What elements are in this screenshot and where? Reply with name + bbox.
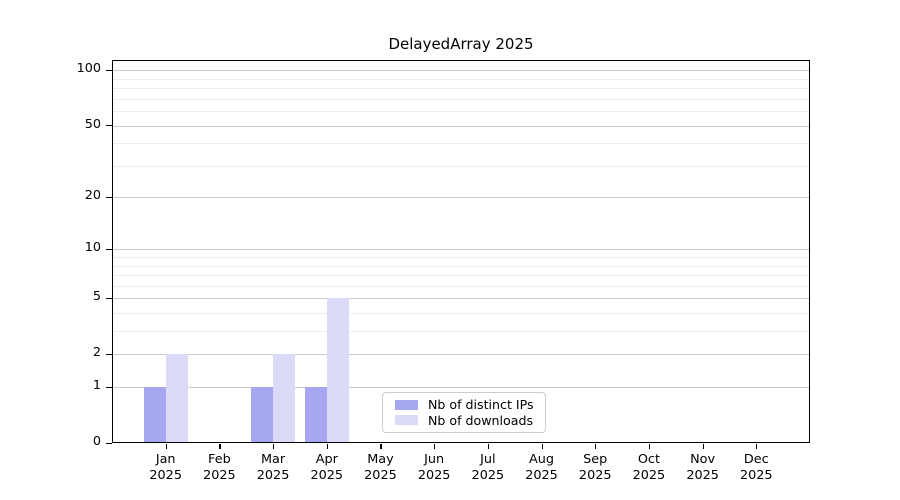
legend-swatch-downloads [395, 415, 418, 426]
x-tick-mark [273, 444, 275, 449]
y-tick-label: 0 [92, 434, 101, 449]
y-tick-mark [106, 125, 112, 127]
minor-gridline [112, 257, 810, 259]
x-tick-label: Mar 2025 [256, 452, 290, 483]
x-tick-label: Apr 2025 [310, 452, 344, 483]
x-tick-label: Jul 2025 [471, 452, 505, 483]
y-tick-label: 10 [84, 240, 101, 256]
x-tick-mark [702, 444, 704, 449]
legend-label: Nb of downloads [428, 412, 534, 428]
y-tick-mark [106, 248, 112, 251]
x-tick-mark [165, 444, 167, 449]
x-tick-mark [219, 444, 221, 449]
bar-distinct-ips-jan [143, 387, 166, 443]
bar-distinct-ips-mar [251, 387, 274, 443]
x-tick-mark [487, 444, 490, 449]
x-tick-label: Sep 2025 [578, 452, 612, 483]
x-tick-label: Jan 2025 [149, 452, 182, 483]
minor-gridline [112, 111, 810, 113]
major-gridline [112, 249, 810, 251]
minor-gridline [112, 331, 810, 333]
bar-downloads-mar [273, 354, 296, 443]
minor-gridline [112, 265, 810, 267]
major-gridline [112, 70, 810, 72]
x-tick-mark [595, 444, 597, 449]
major-gridline [112, 125, 810, 127]
y-tick-mark [106, 297, 112, 300]
x-tick-label: Feb 2025 [203, 452, 236, 483]
minor-gridline [112, 78, 810, 80]
x-tick-mark [326, 444, 328, 449]
legend-swatch-distinct-ips [395, 399, 418, 410]
y-tick-mark [106, 386, 112, 388]
minor-gridline [112, 165, 810, 167]
legend-label: Nb of distinct IPs [428, 397, 534, 413]
major-gridline [112, 298, 810, 300]
x-tick-label: Aug 2025 [525, 452, 558, 483]
x-tick-label: Oct 2025 [632, 452, 666, 483]
legend-entry: Nb of downloads [395, 413, 539, 429]
y-tick-label: 1 [92, 378, 101, 394]
minor-gridline [112, 275, 810, 277]
legend: Nb of distinct IPs Nb of downloads [382, 392, 546, 433]
x-tick-mark [541, 444, 543, 449]
y-tick-mark [106, 196, 112, 198]
y-tick-mark [106, 442, 112, 444]
minor-gridline [112, 313, 810, 315]
bar-downloads-apr [326, 298, 349, 443]
minor-gridline [112, 143, 810, 145]
minor-gridline [112, 98, 810, 100]
y-tick-label: 100 [76, 61, 101, 77]
x-tick-label: Dec 2025 [740, 452, 773, 483]
bar-distinct-ips-apr [304, 387, 327, 443]
x-tick-label: Nov 2025 [686, 452, 719, 483]
x-tick-label: Jun 2025 [417, 452, 451, 483]
legend-entry: Nb of distinct IPs [395, 397, 539, 413]
x-tick-mark [380, 444, 382, 449]
x-tick-mark [756, 444, 758, 449]
minor-gridline [112, 88, 810, 90]
y-tick-mark [106, 69, 112, 72]
chart-title: DelayedArray 2025 [388, 35, 534, 53]
x-tick-mark [434, 444, 436, 449]
major-gridline [112, 354, 810, 356]
major-gridline [112, 387, 810, 389]
y-tick-label: 50 [84, 116, 101, 132]
y-tick-label: 20 [84, 188, 101, 204]
x-tick-label: May 2025 [364, 452, 397, 483]
major-gridline [112, 197, 810, 199]
y-tick-label: 5 [92, 289, 101, 305]
x-tick-mark [648, 444, 651, 449]
y-tick-label: 2 [92, 345, 101, 361]
bar-downloads-jan [165, 354, 188, 443]
y-tick-mark [106, 353, 112, 355]
minor-gridline [112, 285, 810, 287]
